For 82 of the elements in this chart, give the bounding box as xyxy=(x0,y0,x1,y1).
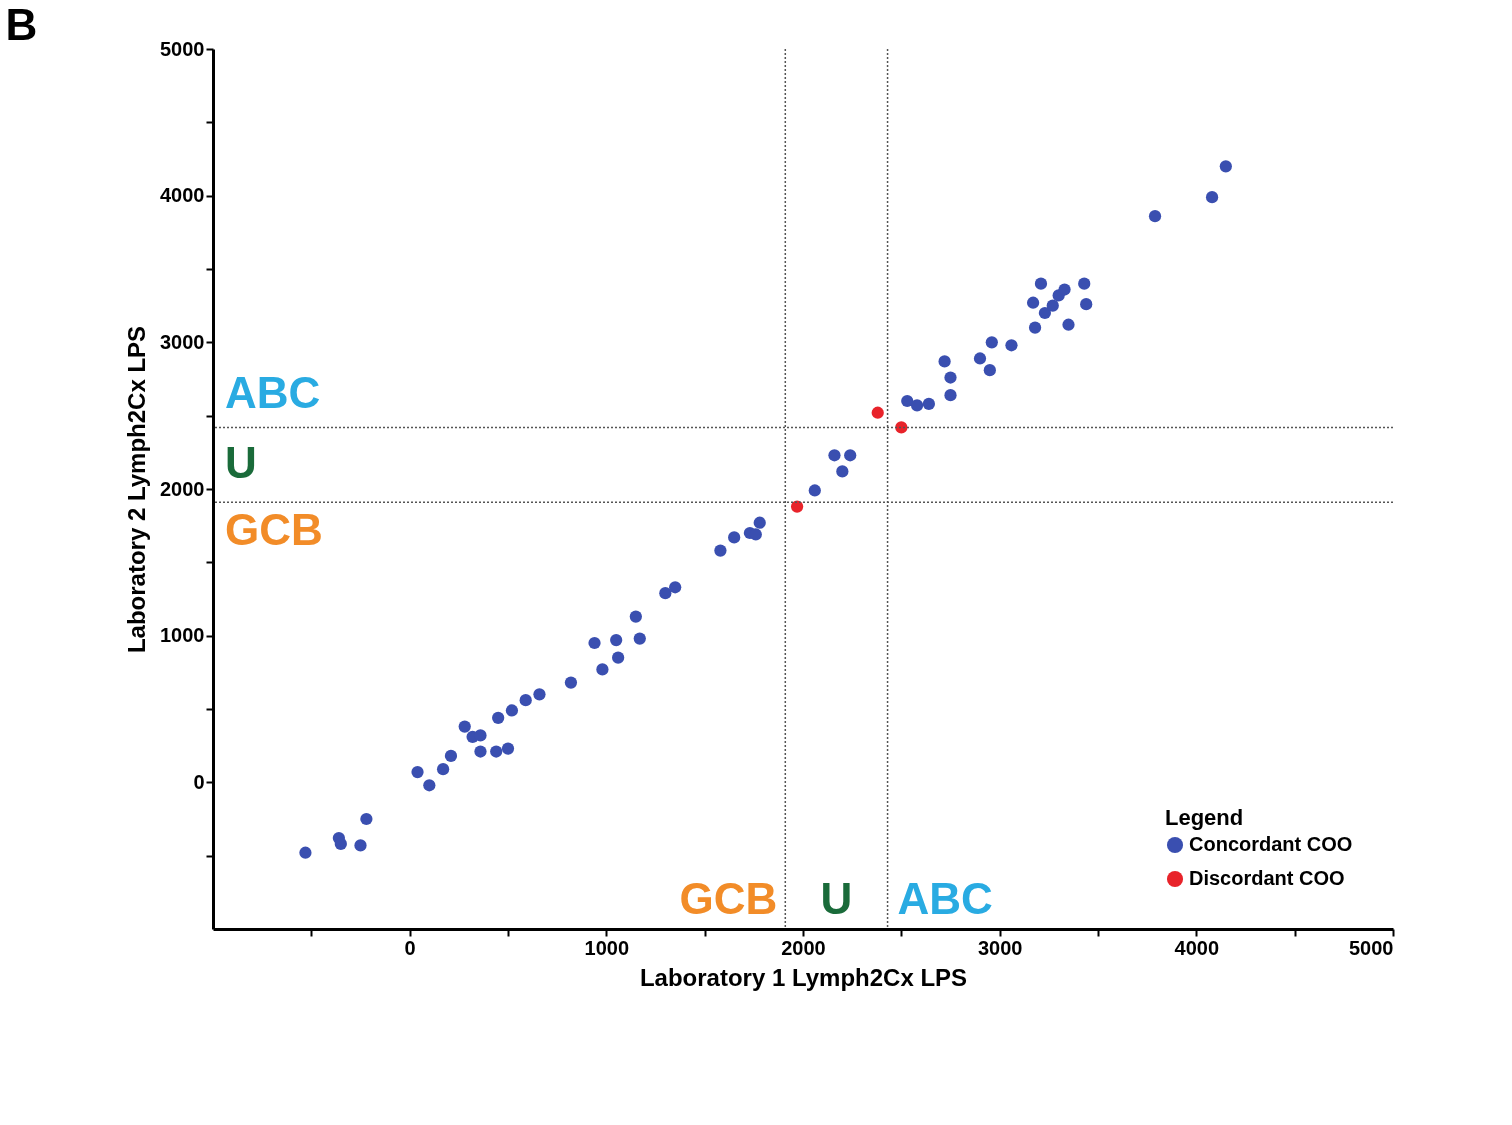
point xyxy=(1205,191,1219,204)
legend-label: Concordant COO xyxy=(1189,833,1353,855)
chart-title: B xyxy=(5,0,38,49)
annotation: GCB xyxy=(679,874,778,923)
point xyxy=(1005,339,1018,352)
y-tick-label: 0 xyxy=(193,770,205,793)
point xyxy=(895,421,908,434)
x-axis-title: Laboratory 1 Lymph2Cx LPS xyxy=(639,963,968,991)
point xyxy=(533,688,546,701)
point xyxy=(501,742,515,755)
point xyxy=(411,765,424,779)
annotation: U xyxy=(820,874,853,923)
y-tick-label: 3000 xyxy=(160,330,205,353)
point xyxy=(458,720,471,733)
point xyxy=(808,484,821,497)
point xyxy=(474,729,487,742)
point xyxy=(423,779,436,792)
point xyxy=(944,389,957,402)
point xyxy=(1148,210,1162,223)
point xyxy=(612,651,625,664)
x-tick-label: 5000 xyxy=(1349,936,1394,959)
point xyxy=(1038,306,1052,320)
point xyxy=(659,587,672,600)
x-tick-label: 4000 xyxy=(1174,936,1220,959)
point xyxy=(1046,299,1059,312)
x-tick-label: 2000 xyxy=(781,936,826,959)
point xyxy=(354,839,367,852)
point xyxy=(836,465,849,478)
point xyxy=(629,610,642,623)
annotation: U xyxy=(225,437,257,487)
point xyxy=(790,500,804,513)
point xyxy=(633,632,646,645)
x-tick-label: 1000 xyxy=(584,936,630,959)
point xyxy=(1219,160,1232,173)
point xyxy=(1058,283,1071,296)
x-tick-label: 3000 xyxy=(977,936,1023,959)
annotation: GCB xyxy=(225,505,323,555)
point xyxy=(1062,318,1075,331)
annotation: ABC xyxy=(225,368,321,418)
point xyxy=(490,745,503,758)
point xyxy=(444,749,458,763)
point xyxy=(938,355,951,368)
point xyxy=(871,406,884,419)
point xyxy=(983,364,996,377)
point xyxy=(1028,321,1042,334)
point xyxy=(360,812,373,826)
point xyxy=(728,531,741,544)
point xyxy=(844,449,857,462)
point xyxy=(299,846,312,859)
y-tick-label: 5000 xyxy=(160,37,205,60)
y-tick-label: 4000 xyxy=(160,184,205,207)
legend-label: Discordant COO xyxy=(1189,867,1345,889)
legend-title: Legend xyxy=(1165,805,1244,830)
y-tick-label: 1000 xyxy=(160,624,205,647)
point xyxy=(669,581,682,594)
y-tick-label: 2000 xyxy=(160,477,205,500)
point xyxy=(505,704,519,717)
point xyxy=(564,676,578,689)
point xyxy=(492,711,505,724)
y-axis-title: Laboratory 2 Lymph2Cx LPS xyxy=(123,325,151,654)
point xyxy=(519,694,532,707)
point xyxy=(973,352,987,365)
point xyxy=(334,837,347,851)
x-tick-label: 0 xyxy=(404,936,416,959)
point xyxy=(828,449,841,462)
annotation: ABC xyxy=(897,874,993,923)
point xyxy=(985,336,998,349)
point xyxy=(610,633,623,647)
point xyxy=(1080,298,1093,311)
point xyxy=(922,397,935,411)
point xyxy=(1034,277,1048,290)
point xyxy=(1026,296,1040,309)
point xyxy=(436,763,450,776)
point xyxy=(596,663,609,676)
point xyxy=(910,399,924,412)
point xyxy=(588,636,601,650)
point xyxy=(901,394,914,408)
point xyxy=(753,516,766,529)
point xyxy=(714,544,727,557)
point xyxy=(474,745,487,758)
point xyxy=(1078,277,1091,290)
point xyxy=(944,371,957,384)
